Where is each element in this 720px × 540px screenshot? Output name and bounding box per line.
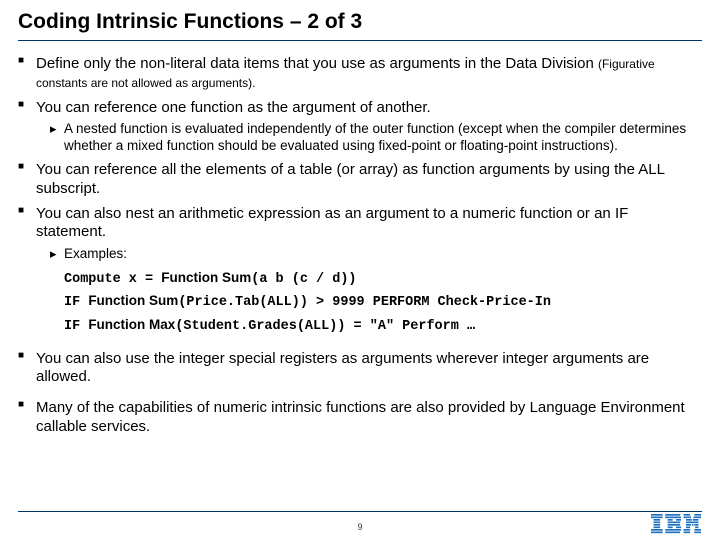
bullet-5: You can also use the integer special reg… bbox=[18, 350, 702, 388]
bullet-2-sub: A nested function is evaluated independe… bbox=[50, 121, 702, 155]
code-line-1: Compute x = Function Sum(a b (c / d)) bbox=[64, 267, 702, 291]
slide-container: Coding Intrinsic Functions – 2 of 3 Defi… bbox=[0, 0, 720, 540]
examples-label: Examples: bbox=[50, 246, 702, 263]
bullet-2-sublist: A nested function is evaluated independe… bbox=[36, 121, 702, 155]
bullet-2: You can reference one function as the ar… bbox=[18, 99, 702, 156]
ibm-logo bbox=[650, 514, 702, 534]
bullet-1-text: Define only the non-literal data items t… bbox=[36, 55, 598, 72]
page-number: 9 bbox=[357, 522, 362, 532]
bullet-3: You can reference all the elements of a … bbox=[18, 161, 702, 199]
bullet-1: Define only the non-literal data items t… bbox=[18, 55, 702, 93]
code-examples: Compute x = Function Sum(a b (c / d)) IF… bbox=[36, 267, 702, 338]
bullet-2-text: You can reference one function as the ar… bbox=[36, 99, 431, 116]
bullet-4: You can also nest an arithmetic expressi… bbox=[18, 205, 702, 338]
footer-divider bbox=[18, 511, 702, 512]
bullet-6: Many of the capabilities of numeric intr… bbox=[18, 399, 702, 437]
bullet-list: Define only the non-literal data items t… bbox=[18, 55, 702, 437]
slide-title: Coding Intrinsic Functions – 2 of 3 bbox=[18, 10, 702, 41]
bullet-4-sublist: Examples: bbox=[36, 246, 702, 263]
bullet-4-text: You can also nest an arithmetic expressi… bbox=[36, 205, 628, 241]
code-line-3: IF Function Max(Student.Grades(ALL)) = "… bbox=[64, 314, 702, 338]
code-line-2: IF Function Sum(Price.Tab(ALL)) > 9999 P… bbox=[64, 290, 702, 314]
